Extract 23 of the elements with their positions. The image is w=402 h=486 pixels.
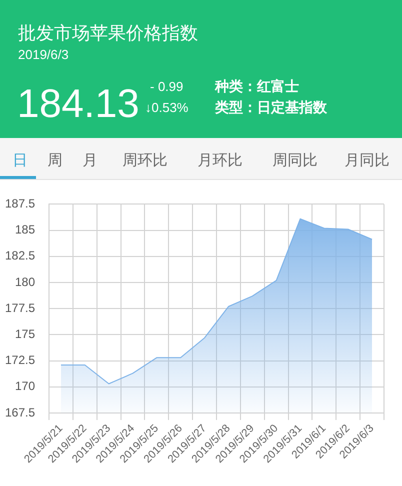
y-tick-label: 170 xyxy=(14,379,36,394)
text: 月 xyxy=(82,152,98,169)
text: 月环比 xyxy=(198,152,242,169)
text: 类型：日定基指数 xyxy=(215,99,327,115)
y-tick-label: 172.5 xyxy=(4,353,36,368)
chart-subtitle: 2019/6/3 xyxy=(18,47,69,62)
text: 日 xyxy=(12,152,28,169)
y-tick-label: 185 xyxy=(14,222,36,237)
y-tick-label: 175 xyxy=(14,327,36,342)
y-tick-label: 167.5 xyxy=(4,405,36,420)
text: 种类：红富士 xyxy=(215,78,299,94)
text: 周同比 xyxy=(272,152,318,169)
text: 周 xyxy=(48,152,62,169)
y-tick-label: 180 xyxy=(14,274,36,289)
text: - 0.99 xyxy=(150,79,184,94)
y-tick-label: 182.5 xyxy=(4,248,36,263)
text: ↓0.53% xyxy=(145,100,188,115)
chart-title: 批发市场苹果价格指数 xyxy=(18,23,198,43)
text: 月同比 xyxy=(344,152,390,169)
y-tick-label: 187.5 xyxy=(4,196,36,211)
text: 184.13 xyxy=(17,82,140,126)
text: 周环比 xyxy=(122,152,168,169)
y-tick-label: 177.5 xyxy=(4,300,36,315)
